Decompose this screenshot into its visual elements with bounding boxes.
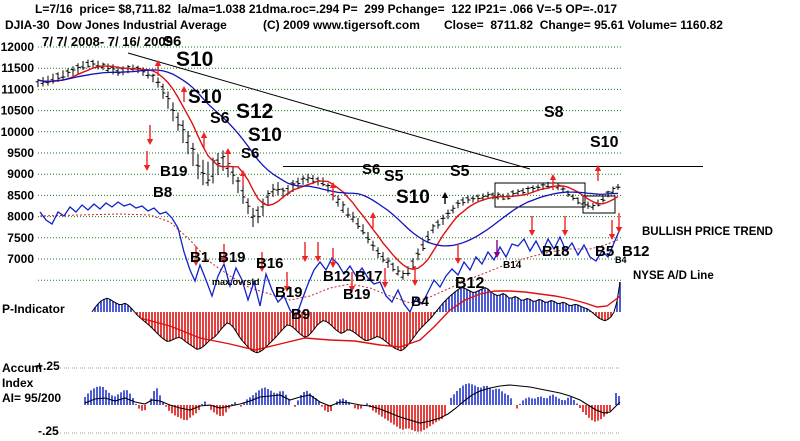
sell-signal-S6: S6	[241, 145, 259, 162]
max-oversold-label: max.ovrsld	[212, 277, 260, 287]
sell-signal-S10: S10	[396, 187, 430, 208]
ad-line	[39, 201, 621, 319]
price-tick-label: 8500	[7, 188, 34, 202]
p-indicator-bars	[91, 281, 621, 354]
sell-signal-S6: S6	[163, 33, 181, 50]
price-tick-label: 10500	[1, 104, 35, 118]
price-tick-label: 8000	[7, 210, 34, 224]
sell-signal-S10: S10	[176, 48, 213, 71]
price-ma-slow	[37, 69, 619, 247]
sell-signal-S10: S10	[248, 125, 282, 146]
buy-signal-B4: B4	[615, 255, 627, 265]
index-label: Index	[2, 376, 34, 390]
price-tick-label: 9500	[7, 146, 34, 160]
sell-signal-S8: S8	[544, 104, 564, 121]
buy-signal-B5: B5	[595, 243, 614, 260]
buy-signal-B1: B1	[190, 249, 209, 266]
ad-ma	[39, 213, 621, 304]
sell-signal-S12: S12	[236, 100, 273, 123]
sell-signal-S6: S6	[210, 110, 230, 127]
accum-label: Accum	[2, 361, 43, 375]
p-indicator-ma	[139, 290, 621, 351]
accum-bands	[56, 367, 620, 434]
price-ma-fast	[37, 65, 619, 271]
signal-arrows	[143, 60, 623, 292]
ma-fast	[37, 65, 619, 271]
accum-ma-line	[84, 384, 621, 424]
sell-signal-S6: S6	[362, 161, 380, 178]
nyse-ad-line-label: NYSE A/D Line	[633, 270, 714, 282]
ad-ma-line	[39, 213, 621, 304]
bullish-trend-label: BULLISH PRICE TREND	[642, 226, 773, 238]
ad-line	[39, 201, 621, 319]
buy-signal-B4: B4	[411, 293, 429, 309]
date-range: 7/ 7/ 2008- 7/ 16/ 2009	[42, 34, 173, 49]
price-tick-label: 11000	[1, 82, 34, 96]
buy-signal-B12: B12	[323, 268, 351, 285]
buy-signal-B18: B18	[542, 243, 570, 260]
trendline	[127, 52, 703, 170]
sell-signal-S5: S5	[384, 168, 404, 185]
accum-line	[84, 384, 621, 424]
price-grid	[38, 46, 622, 281]
quote-line: Close= 8711.82 Change= 95.61 Volume= 116…	[444, 18, 723, 32]
sell-signal-S5: S5	[450, 163, 470, 180]
buy-signal-B19: B19	[343, 286, 371, 303]
buy-signal-B8: B8	[153, 184, 172, 201]
consolidation-boxes	[494, 182, 616, 214]
ma-slow	[37, 69, 619, 247]
price-tick-label: 7500	[7, 231, 34, 245]
sell-signal-S10: S10	[188, 87, 222, 108]
copyright-text: (C) 2009 www.tigersoft.com	[263, 18, 420, 32]
price-tick-label: 7000	[7, 252, 34, 266]
buy-signal-B19: B19	[218, 249, 246, 266]
ai-ratio-label: AI= 95/200	[2, 391, 62, 405]
price-tick-label: 12000	[1, 40, 35, 54]
p-indicator-ma	[139, 290, 621, 351]
buy-signal-B14: B14	[503, 260, 522, 271]
price-tick-label: 10000	[1, 125, 35, 139]
p-indicator-label: P-Indicator	[2, 302, 65, 316]
minus-25-label: -.25	[38, 424, 59, 438]
buy-signal-B19: B19	[275, 284, 303, 301]
price-axis-labels: 12000 11500 11000 10500 10000 9500 9000 8500 800…	[1, 40, 35, 266]
buy-signal-B12: B12	[622, 243, 650, 260]
accum-bars	[84, 383, 620, 432]
price-tick-label: 11500	[1, 61, 34, 75]
buy-signal-B19: B19	[160, 163, 188, 180]
buy-signal-B17: B17	[355, 268, 383, 285]
buy-signal-B16: B16	[256, 255, 284, 272]
plus-25-label: +.25	[36, 359, 60, 373]
price-tick-label: 9000	[7, 167, 34, 181]
symbol-title: DJIA-30 Dow Jones Industrial Average	[5, 18, 227, 32]
buy-signal-B9: B9	[291, 306, 310, 323]
buy-signal-B12: B12	[455, 275, 484, 292]
stats-line: L=7/16 price= $8,711.82 la/ma=1.038 21dm…	[35, 2, 618, 16]
sell-signal-S10: S10	[590, 134, 619, 151]
